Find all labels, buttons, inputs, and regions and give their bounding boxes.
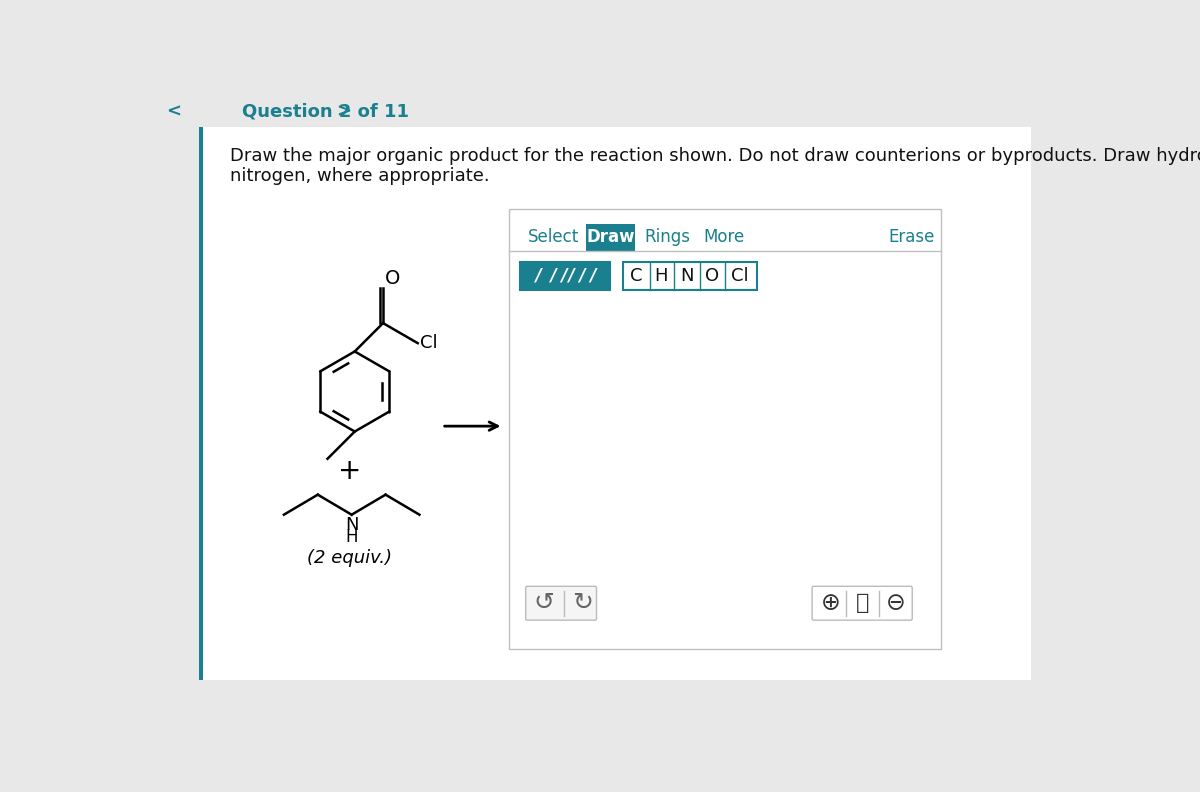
- FancyBboxPatch shape: [526, 586, 596, 620]
- FancyBboxPatch shape: [520, 262, 611, 290]
- Text: Question 2 of 11: Question 2 of 11: [241, 103, 408, 121]
- Text: C: C: [630, 267, 643, 285]
- Text: ⊖: ⊖: [886, 592, 906, 615]
- Text: /: /: [533, 267, 544, 285]
- Text: Select: Select: [528, 228, 580, 246]
- Text: ⊕: ⊕: [821, 592, 840, 615]
- Text: O: O: [385, 269, 401, 288]
- Bar: [199, 128, 203, 680]
- Text: H: H: [346, 527, 358, 546]
- Text: Erase: Erase: [888, 228, 935, 246]
- Text: Draw the major organic product for the reaction shown. Do not draw counterions o: Draw the major organic product for the r…: [230, 147, 1200, 166]
- FancyBboxPatch shape: [812, 586, 912, 620]
- Text: Cl: Cl: [731, 267, 749, 285]
- Text: <: <: [167, 103, 181, 121]
- Text: +: +: [337, 457, 361, 485]
- Text: ↺: ↺: [534, 592, 554, 615]
- Text: H: H: [654, 267, 668, 285]
- Text: ///: ///: [565, 267, 599, 285]
- Text: Rings: Rings: [644, 228, 690, 246]
- Text: More: More: [703, 228, 745, 246]
- FancyBboxPatch shape: [509, 209, 942, 649]
- Text: ↻: ↻: [572, 592, 593, 615]
- FancyBboxPatch shape: [623, 262, 757, 290]
- Text: //: //: [548, 267, 570, 285]
- Text: २: २: [857, 593, 870, 613]
- Text: nitrogen, where appropriate.: nitrogen, where appropriate.: [230, 167, 490, 185]
- Text: >: >: [336, 103, 352, 121]
- Text: O: O: [704, 267, 719, 285]
- Text: Cl: Cl: [420, 334, 438, 352]
- Text: (2 equiv.): (2 equiv.): [307, 550, 392, 567]
- Text: N: N: [344, 516, 359, 535]
- Text: N: N: [680, 267, 694, 285]
- Text: Draw: Draw: [586, 228, 635, 246]
- FancyBboxPatch shape: [586, 224, 635, 250]
